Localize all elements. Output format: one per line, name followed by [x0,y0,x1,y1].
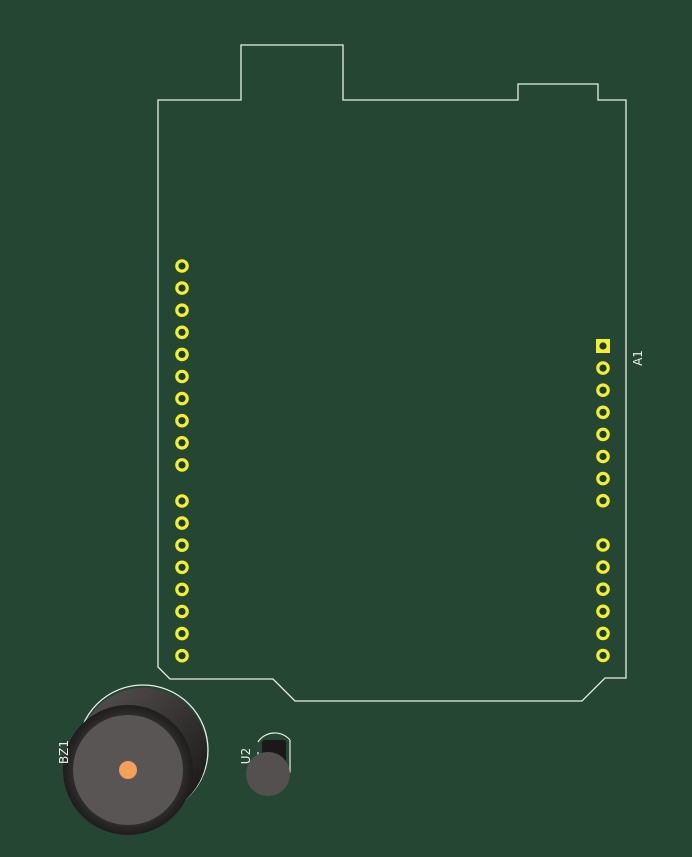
sensor-body [246,752,290,796]
header-pad [596,383,610,398]
header-pad [596,405,610,420]
header-pad [596,471,610,486]
header-pad [175,436,189,450]
sensor-component[interactable]: U2 [239,732,291,796]
right-header [596,339,610,663]
header-pad [175,325,189,340]
header-pad [596,427,610,442]
header-pad-pin1 [596,339,610,353]
header-pad [596,361,610,375]
arduino-outline [157,44,627,702]
buzzer-component[interactable]: BZ1 [57,684,209,835]
header-pad [596,582,610,596]
header-pad [175,413,189,428]
arduino-ref-label: A1 [631,350,645,366]
header-pad [596,626,610,641]
sensor-ref-label: U2 [239,748,253,764]
header-pad [175,494,189,508]
header-pad [175,648,189,663]
header-pad [175,347,189,362]
header-pad [175,281,189,295]
header-pad [175,560,189,575]
header-pad [596,538,610,552]
header-pad [175,458,189,472]
buzzer-ref-label: BZ1 [57,740,71,764]
header-pad [175,516,189,530]
buzzer-pin [119,761,137,779]
header-pad [175,303,189,318]
header-pad [596,560,610,574]
header-pad [175,582,189,597]
header-pad [175,391,189,406]
header-pad [175,259,189,273]
header-pad [175,604,189,619]
header-pad [175,538,189,552]
header-pad [596,449,610,464]
header-pad [596,604,610,619]
sensor-silkscreen-flat [257,732,291,743]
header-pad [175,369,189,384]
header-pad [596,648,610,663]
left-header [175,259,189,663]
header-pad [596,493,610,508]
header-pad [175,626,189,641]
